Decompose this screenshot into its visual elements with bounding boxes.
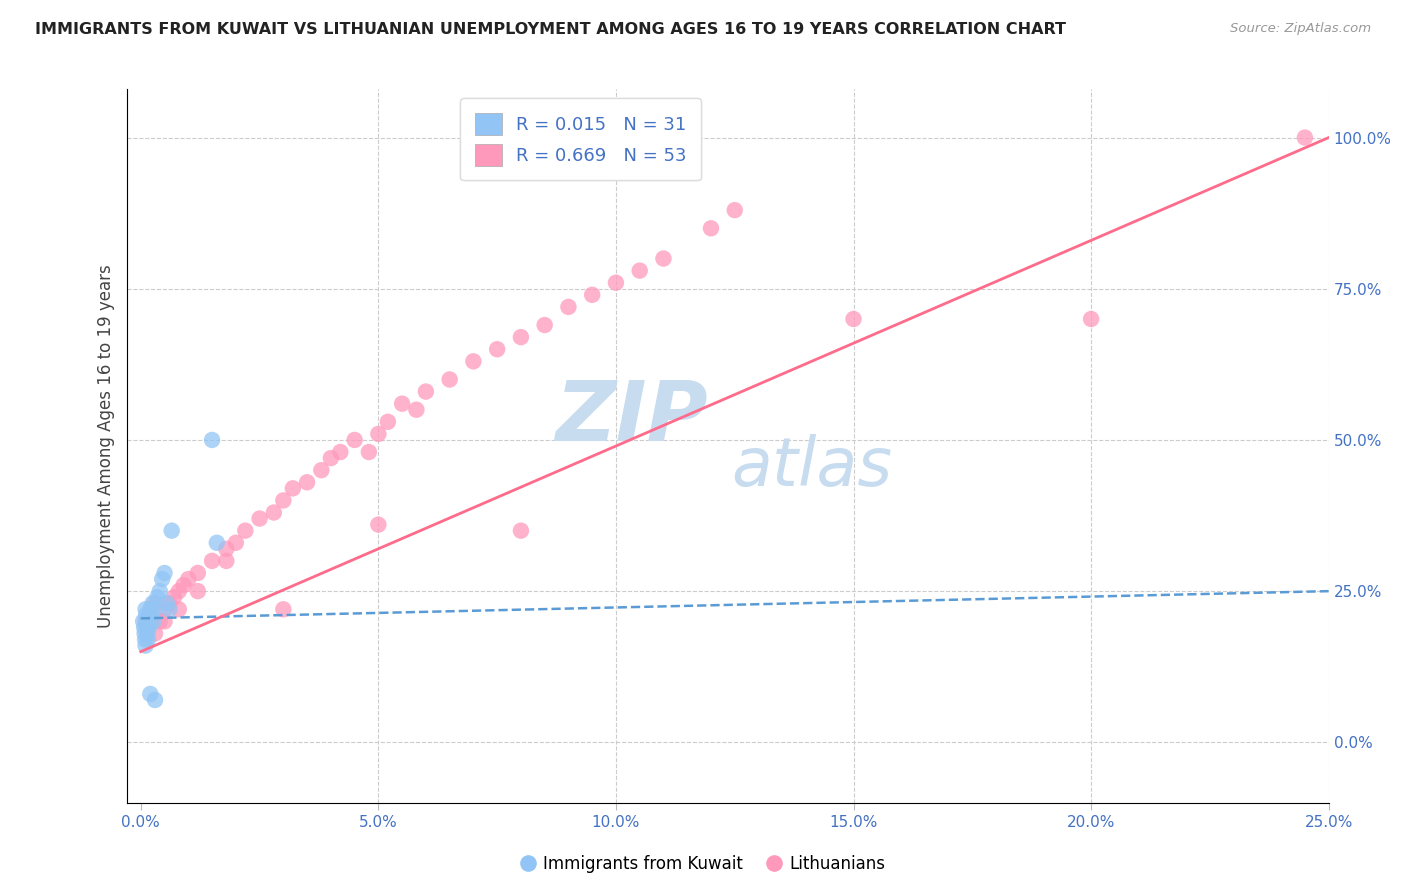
Point [167, 584, 190, 599]
Point [153, 566, 176, 580]
Point [149, 584, 172, 599]
Point [167, 602, 190, 616]
Point [205, 535, 228, 549]
Point [146, 590, 169, 604]
Point [201, 433, 224, 447]
Point [135, 639, 157, 653]
Point [138, 615, 160, 629]
Point [136, 632, 159, 647]
Point [134, 632, 156, 647]
Point [724, 203, 747, 218]
Point [136, 620, 159, 634]
Point [486, 343, 509, 357]
Text: Source: ZipAtlas.com: Source: ZipAtlas.com [1230, 22, 1371, 36]
Point [509, 524, 531, 538]
Point [142, 596, 165, 610]
Text: ZIP: ZIP [555, 377, 707, 458]
Point [143, 602, 166, 616]
Point [153, 602, 176, 616]
Point [263, 506, 285, 520]
Point [652, 252, 675, 266]
Point [415, 384, 437, 399]
Point [177, 572, 200, 586]
Point [143, 626, 166, 640]
Point [215, 554, 238, 568]
Point [367, 517, 389, 532]
Point [138, 608, 160, 623]
Point [439, 372, 461, 386]
Point [139, 615, 162, 629]
Point [377, 415, 399, 429]
Point [136, 626, 159, 640]
Point [225, 535, 247, 549]
Point [141, 608, 163, 623]
Point [187, 566, 209, 580]
Point [143, 693, 166, 707]
Point [139, 608, 162, 623]
Point [533, 318, 555, 332]
Point [156, 596, 179, 610]
Point [157, 602, 180, 616]
Point [160, 524, 183, 538]
Point [509, 330, 531, 344]
Point [1080, 312, 1102, 326]
Y-axis label: Unemployment Among Ages 16 to 19 years: Unemployment Among Ages 16 to 19 years [97, 264, 115, 628]
Point [149, 615, 172, 629]
Text: IMMIGRANTS FROM KUWAIT VS LITHUANIAN UNEMPLOYMENT AMONG AGES 16 TO 19 YEARS CORR: IMMIGRANTS FROM KUWAIT VS LITHUANIAN UNE… [35, 22, 1066, 37]
Point [357, 445, 380, 459]
Point [187, 584, 209, 599]
Point [605, 276, 627, 290]
Point [139, 687, 162, 701]
Point [233, 524, 256, 538]
Text: atlas: atlas [731, 434, 893, 500]
Point [281, 481, 304, 495]
Point [628, 263, 651, 277]
Point [135, 615, 157, 629]
Point [173, 578, 195, 592]
Point [163, 590, 186, 604]
Point [215, 541, 238, 556]
Point [135, 608, 157, 623]
Point [134, 626, 156, 640]
Point [249, 511, 271, 525]
Point [135, 602, 157, 616]
Point [139, 602, 162, 616]
Point [463, 354, 485, 368]
Point [143, 596, 166, 610]
Point [700, 221, 723, 235]
Point [273, 493, 295, 508]
Point [319, 451, 342, 466]
Point [295, 475, 318, 490]
Point [367, 426, 389, 441]
Point [132, 615, 155, 629]
Point [405, 402, 427, 417]
Point [135, 615, 157, 629]
Point [557, 300, 579, 314]
Point [1294, 130, 1316, 145]
Point [201, 554, 224, 568]
Point [153, 615, 176, 629]
Point [142, 615, 165, 629]
Point [343, 433, 366, 447]
Point [157, 596, 180, 610]
Point [273, 602, 295, 616]
Point [842, 312, 865, 326]
Point [581, 288, 603, 302]
Point [150, 572, 173, 586]
Legend: R = 0.015   N = 31, R = 0.669   N = 53: R = 0.015 N = 31, R = 0.669 N = 53 [460, 98, 702, 180]
Point [329, 445, 352, 459]
Point [391, 397, 413, 411]
Point [311, 463, 333, 477]
Legend: Immigrants from Kuwait, Lithuanians: Immigrants from Kuwait, Lithuanians [515, 848, 891, 880]
Point [138, 620, 160, 634]
Point [134, 620, 156, 634]
